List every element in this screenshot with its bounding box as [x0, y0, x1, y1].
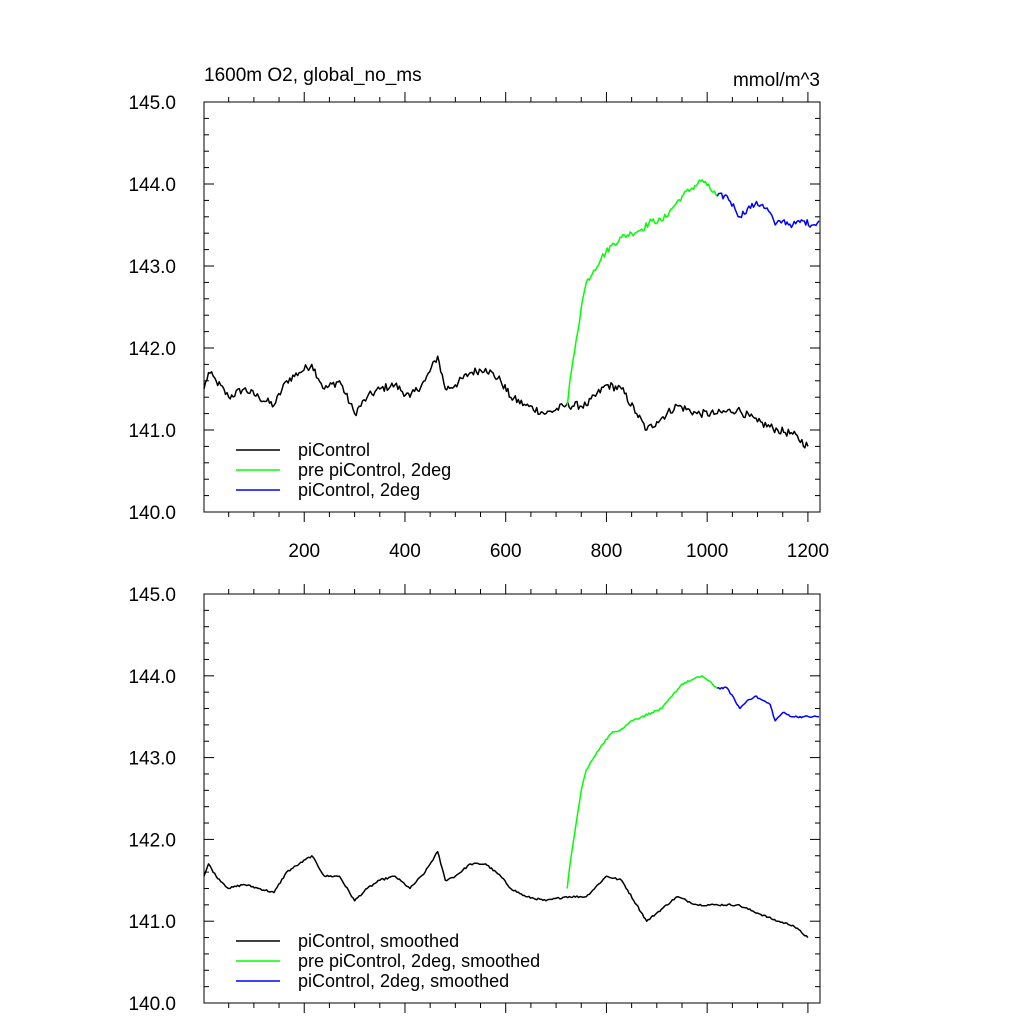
y-tick-label: 144.0 [128, 175, 176, 196]
x-tick-label: 200 [288, 541, 320, 562]
x-tick-label: 800 [591, 541, 623, 562]
plot-frame [203, 101, 821, 513]
legend-label: pre piControl, 2deg [298, 460, 451, 480]
chart-title: 1600m O2, global_no_ms [204, 65, 422, 86]
bottom-panel: 140.0 141.0 142.0 143.0 144.0 145.0 piControl,… [128, 584, 821, 1015]
y-tick-label: 143.0 [128, 257, 176, 278]
series-line [203, 355, 809, 449]
y-tick-label: 145.0 [128, 585, 176, 606]
series-line [717, 686, 820, 722]
series-line [566, 179, 718, 406]
x-tick-label: 1000 [686, 541, 728, 562]
y-tick-label: 141.0 [128, 421, 176, 442]
series-line [566, 675, 718, 889]
legend-label: piControl, 2deg, smoothed [298, 971, 509, 991]
y-tick-label: 140.0 [128, 503, 176, 524]
units-label: mmol/m^3 [733, 70, 820, 91]
legend-label: pre piControl, 2deg, smoothed [298, 951, 540, 971]
top-panel: 140.0 141.0 142.0 143.0 144.0 145.0 200 400 600 8… [128, 92, 829, 562]
x-tick-label: 1200 [787, 541, 829, 562]
y-tick-label: 145.0 [128, 93, 176, 114]
plot-frame [203, 593, 821, 1004]
x-tick-label: 400 [389, 541, 421, 562]
series-line [716, 192, 820, 229]
series-line [203, 850, 809, 939]
y-tick-label: 140.0 [128, 994, 176, 1015]
legend-label: piControl [298, 440, 370, 460]
x-tick-label: 600 [490, 541, 522, 562]
legend-label: piControl, smoothed [298, 931, 459, 951]
legend-label: piControl, 2deg [298, 480, 420, 500]
y-tick-label: 144.0 [128, 667, 176, 688]
y-tick-label: 141.0 [128, 912, 176, 933]
y-tick-label: 142.0 [128, 339, 176, 360]
y-tick-label: 143.0 [128, 749, 176, 770]
y-tick-label: 142.0 [128, 830, 176, 851]
